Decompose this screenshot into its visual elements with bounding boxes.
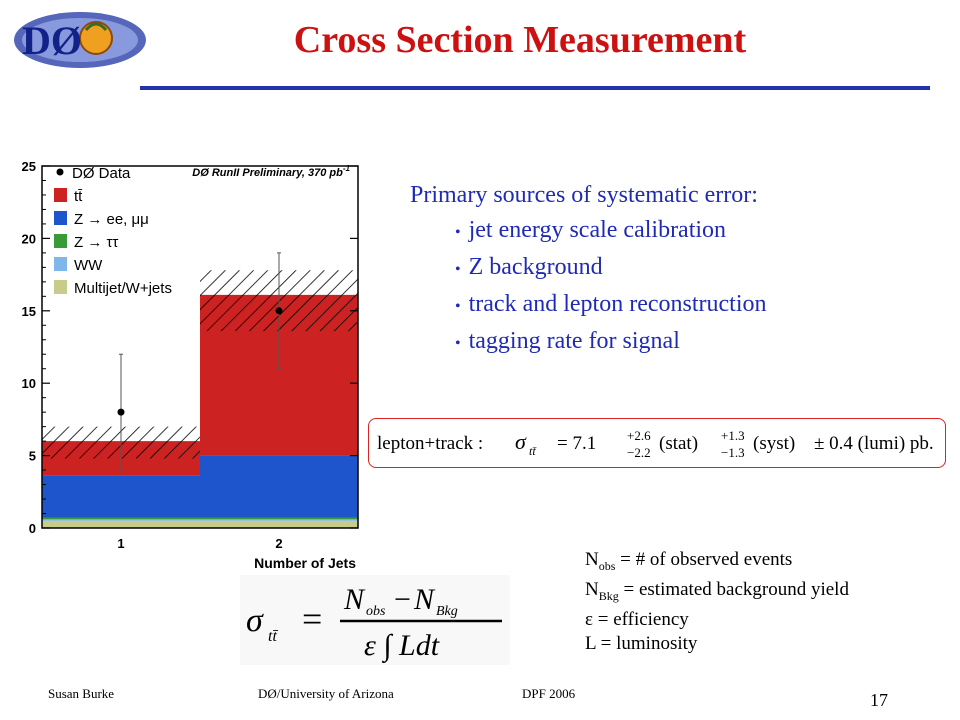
chart-annotation: DØ RunII Preliminary, 370 pb-1 [192, 164, 350, 179]
systematic-item: track and lepton reconstruction [410, 287, 870, 324]
x-axis-label: Number of Jets [254, 555, 356, 571]
legend-label: WW [74, 257, 103, 274]
cross-section-formula: σ tt̄ = N obs − N Bkg ε ∫ Ldt [240, 575, 510, 665]
bar-segment [42, 517, 200, 520]
definition-row: NBkg = estimated background yield [585, 578, 849, 603]
syst-label: (syst) [753, 433, 795, 454]
footer-event: DPF 2006 [522, 686, 576, 701]
syst-down: −1.3 [721, 445, 745, 460]
formula-minus: − [394, 583, 411, 616]
legend-label: Z → ee, μμ [74, 211, 149, 228]
footer-affiliation: DØ/University of Arizona [258, 686, 394, 701]
formula-denominator: ε ∫ Ldt [364, 629, 440, 664]
legend-label: DØ Data [72, 165, 131, 182]
legend-label: tt̄ [74, 188, 83, 205]
definition-row: Nobs = # of observed events [585, 549, 793, 573]
y-tick-label: 5 [29, 449, 36, 464]
x-tick-label: 2 [275, 536, 282, 551]
legend-swatch [54, 257, 67, 271]
lumi-term: ± 0.4 (lumi) pb. [814, 433, 934, 454]
page-number: 17 [870, 690, 888, 710]
data-point [275, 307, 283, 315]
legend-label: Multijet/W+jets [74, 280, 172, 297]
formula-nobs: N [343, 583, 366, 616]
y-tick-label: 0 [29, 521, 36, 536]
systematic-item: Z background [410, 250, 870, 287]
data-point [117, 408, 125, 416]
formula-sigma: σ [246, 602, 264, 639]
slide-title: Cross Section Measurement [293, 19, 747, 61]
channel-label: lepton+track : [377, 433, 483, 454]
title-rule [140, 86, 930, 90]
x-tick-label: 1 [117, 536, 124, 551]
chart-legend: DØ Data tt̄ Z → ee, μμ Z → ττ WW Multijet/W+j… [54, 165, 172, 297]
d0-logo: DØ [14, 12, 146, 68]
y-tick-label: 15 [22, 304, 36, 319]
stat-up: +2.6 [627, 428, 651, 443]
bar-segment [42, 519, 200, 521]
systematics-block: Primary sources of systematic error: jet… [410, 178, 870, 361]
legend-swatch [54, 188, 67, 202]
systematics-heading: Primary sources of systematic error: [410, 182, 758, 208]
legend-label: Z → ττ [74, 234, 118, 251]
bar-segment [42, 475, 200, 518]
footer-author: Susan Burke [48, 686, 115, 701]
formula-nbkg-sub: Bkg [436, 604, 458, 619]
cross-section-result: lepton+track : σ tt̄ = 7.1 +2.6 −2.2 (st… [377, 428, 934, 460]
stat-label: (stat) [659, 433, 698, 454]
bar-segment [200, 519, 358, 521]
definition-row: ε = efficiency [585, 608, 689, 630]
formula-nobs-sub: obs [366, 604, 386, 619]
y-tick-label: 25 [22, 159, 36, 174]
legend-swatch [54, 280, 67, 294]
central-value: = 7.1 [557, 433, 596, 454]
sigma-symbol: σ [515, 429, 527, 454]
annotation-superscript: -1 [343, 164, 351, 173]
y-tick-label: 10 [22, 376, 36, 391]
bar-segment [200, 455, 358, 518]
plot-frame [41, 165, 359, 529]
stat-down: −2.2 [627, 445, 651, 460]
jet-multiplicity-chart: 0 5 10 15 20 25 1 2 DØ Data tt̄ Z → ee, μμ Z → ττ W… [22, 159, 359, 571]
legend-marker-data [56, 168, 64, 176]
y-tick-label: 20 [22, 231, 36, 246]
legend-swatch [54, 211, 67, 225]
cross-section-result-box: lepton+track : σ tt̄ = 7.1 +2.6 −2.2 (st… [368, 418, 946, 468]
formula-nbkg: N [413, 583, 436, 616]
sigma-subscript: tt̄ [529, 444, 537, 458]
syst-up: +1.3 [721, 428, 745, 443]
svg-text:DØ: DØ [22, 18, 82, 63]
definitions: Nobs = # of observed events NBkg = estim… [585, 548, 945, 656]
bar-segment [200, 520, 358, 528]
formula-equals: = [302, 599, 322, 639]
bar-segment [42, 520, 200, 528]
bar-segment [200, 517, 358, 520]
systematic-item: tagging rate for signal [410, 324, 870, 361]
formula-sigma-sub: tt̄ [268, 628, 278, 645]
plot-area: 0 5 10 15 20 25 1 2 [22, 159, 359, 551]
systematic-item: jet energy scale calibration [410, 213, 870, 250]
definition-row: L = luminosity [585, 632, 698, 654]
legend-swatch [54, 234, 67, 248]
